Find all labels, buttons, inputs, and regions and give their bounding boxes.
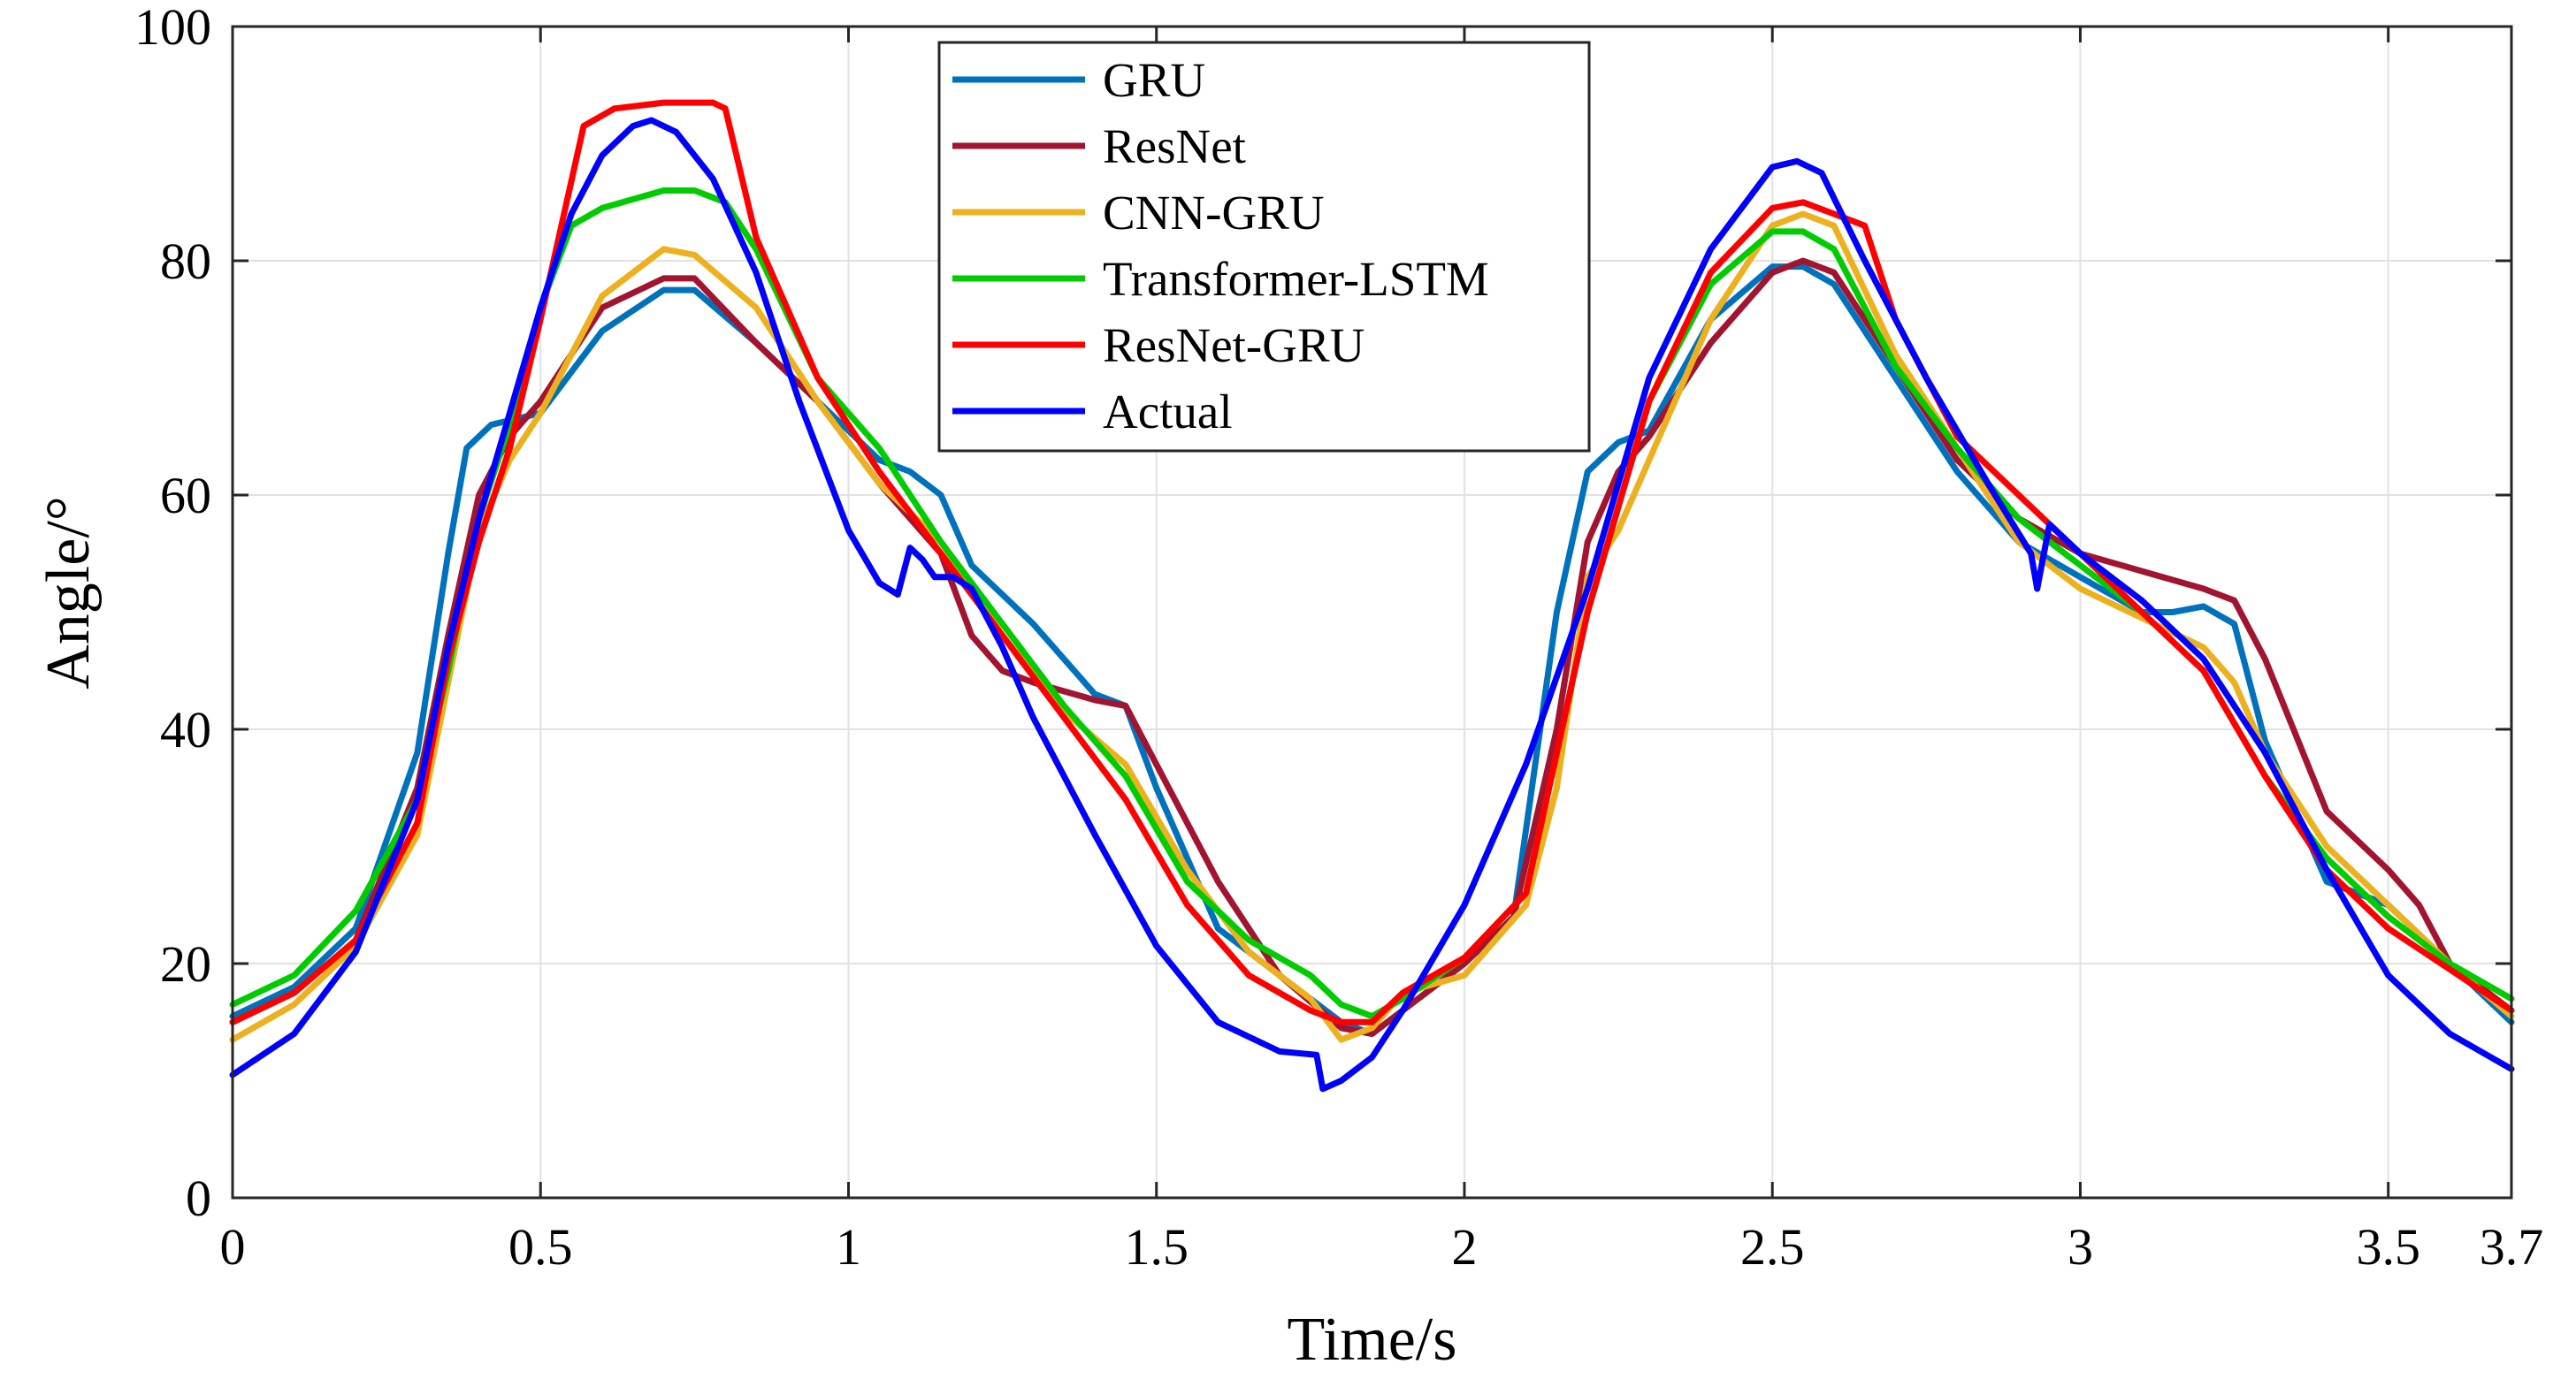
y-tick-label: 40 — [160, 701, 211, 758]
x-tick-label: 2 — [1451, 1218, 1477, 1276]
axes-frame — [231, 25, 2513, 1200]
y-tick-label: 20 — [160, 935, 211, 993]
x-tick-label: 3.5 — [2356, 1218, 2420, 1276]
y-tick-label: 0 — [186, 1170, 211, 1227]
series-line-resnet-gru — [229, 99, 2515, 1025]
x-tick-label: 3.7 — [2480, 1218, 2544, 1276]
series-line-resnet — [229, 257, 2515, 1037]
x-axis-ticks: 0 0.5 1 1.5 2 2.5 3 3.5 3.7 — [220, 27, 2544, 1276]
series-group — [229, 99, 2515, 1093]
x-tick-label: 1 — [836, 1218, 861, 1276]
legend: GRU ResNet CNN-GRU Transformer-LSTM ResNet-G… — [937, 41, 1591, 453]
series-line-actual — [229, 117, 2515, 1093]
x-tick-label: 2.5 — [1740, 1218, 1805, 1276]
x-axis-title: Time/s — [1288, 1306, 1457, 1374]
y-tick-label: 60 — [160, 467, 211, 524]
x-tick-label: 0.5 — [508, 1218, 573, 1276]
x-tick-label: 1.5 — [1124, 1218, 1189, 1276]
legend-label-actual: Actual — [1103, 385, 1233, 438]
x-tick-label: 3 — [2068, 1218, 2093, 1276]
legend-label-resnet: ResNet — [1103, 119, 1246, 173]
legend-label-cnn-gru: CNN-GRU — [1103, 186, 1325, 240]
x-tick-label: 0 — [220, 1218, 246, 1276]
y-tick-label: 80 — [160, 232, 211, 290]
legend-label-gru: GRU — [1103, 53, 1205, 107]
legend-label-transformer-lstm: Transformer-LSTM — [1103, 252, 1489, 306]
y-axis-title: Angle/° — [34, 496, 103, 690]
y-tick-label: 100 — [134, 0, 211, 56]
legend-label-resnet-gru: ResNet-GRU — [1103, 318, 1364, 372]
y-axis-ticks: 0 20 40 60 80 100 — [134, 0, 2511, 1227]
legend-box — [937, 41, 1591, 453]
